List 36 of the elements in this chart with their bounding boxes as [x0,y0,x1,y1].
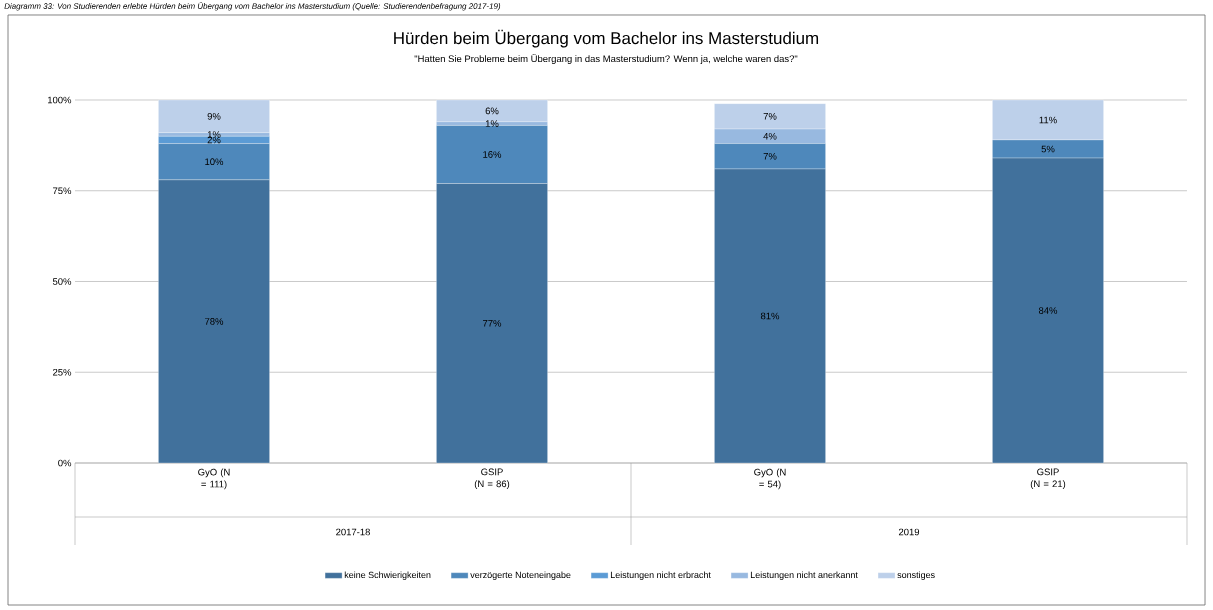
legend-label: Leistungen nicht erbracht [610,571,711,580]
bar [158,99,270,133]
data-label: 9% [207,112,221,120]
data-label: 84% [1038,307,1058,314]
data-label: 11% [1039,116,1057,124]
legend-label: verzögerte Noteneingabe [470,571,571,580]
x-tick-label: GyO (N = 54) [754,468,786,490]
legend-label: keine Schwierigkeiten [344,571,431,580]
data-label: 4% [763,132,777,140]
data-label: 1% [485,120,499,127]
data-label: 2% [207,136,221,144]
x-tick-label: GSIP (N = 21) [1030,468,1066,490]
y-tick-label: 0% [58,459,72,467]
data-label: 10% [205,158,224,166]
text: 2017-18 [336,528,370,536]
data-label: 77% [483,319,502,327]
data-label: 78% [205,318,224,325]
legend-label: sonstiges [897,571,935,580]
data-label: 81% [760,312,780,320]
chart-title: Hürden beim Übergang vom Bachelor ins Masterstudium [394,29,819,48]
y-tick-label: 50% [52,278,72,285]
data-label: 16% [483,151,502,158]
data-label: 7% [763,113,777,120]
data-label: 7% [763,152,777,160]
data-label: 1% [207,131,221,138]
chart-subtitle: "Hatten Sie Probleme beim Übergang in das Masterstudium? Wenn ja, welche waren das?" [414,54,798,64]
bar [436,99,548,122]
y-tick-label: 25% [53,368,72,376]
legend-label: Leistungen nicht anerkannt [750,571,858,580]
data-label: 5% [1041,145,1055,153]
y-tick-label: 75% [53,187,72,195]
data-label: 6% [485,107,499,115]
x-tick-label: GyO (N = 111) [198,468,230,490]
y-tick-label: 100% [47,96,72,104]
x-tick-label: GSIP (N = 86) [474,468,510,490]
text: 2019 [898,528,920,536]
